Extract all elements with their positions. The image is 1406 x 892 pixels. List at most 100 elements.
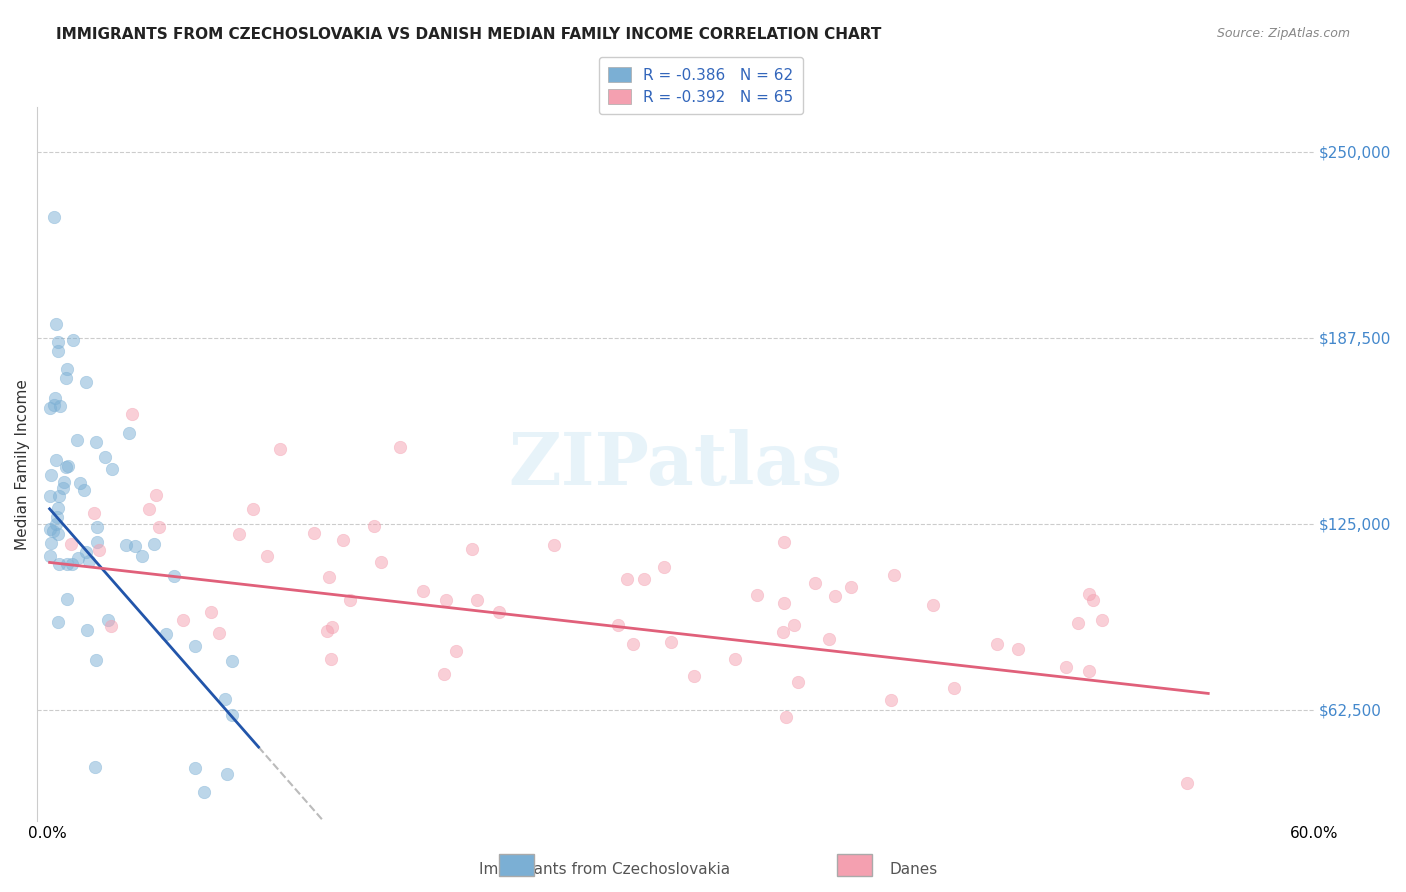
Point xyxy=(465,592,488,607)
Point xyxy=(46,500,69,515)
Point xyxy=(184,639,207,653)
Point xyxy=(46,615,69,629)
Point xyxy=(332,533,354,547)
Point xyxy=(1054,660,1077,674)
Point xyxy=(1081,593,1104,607)
Point xyxy=(48,557,70,571)
Point xyxy=(921,598,943,612)
Point xyxy=(1091,613,1114,627)
Point xyxy=(42,210,65,224)
Point xyxy=(215,767,238,781)
Point xyxy=(39,536,62,550)
Point xyxy=(1078,664,1101,678)
Point xyxy=(193,785,215,799)
Point xyxy=(269,442,291,457)
Point xyxy=(75,376,97,390)
Point xyxy=(221,708,243,723)
Point xyxy=(53,475,76,490)
Point xyxy=(745,589,768,603)
Point xyxy=(67,551,90,566)
Text: Source: ZipAtlas.com: Source: ZipAtlas.com xyxy=(1216,27,1350,40)
Point xyxy=(142,537,165,551)
Point xyxy=(46,335,69,350)
Point xyxy=(315,624,337,639)
Point xyxy=(39,401,62,416)
Point xyxy=(200,605,222,619)
Point xyxy=(44,392,66,406)
Text: IMMIGRANTS FROM CZECHOSLOVAKIA VS DANISH MEDIAN FAMILY INCOME CORRELATION CHART: IMMIGRANTS FROM CZECHOSLOVAKIA VS DANISH… xyxy=(56,27,882,42)
Point xyxy=(444,644,467,658)
Point xyxy=(55,361,77,376)
Point xyxy=(38,549,60,564)
Point xyxy=(72,483,94,498)
Point xyxy=(363,518,385,533)
Point xyxy=(44,398,66,412)
Point xyxy=(1007,642,1029,657)
Point xyxy=(59,537,82,551)
Point xyxy=(172,613,194,627)
Point xyxy=(339,593,361,607)
Y-axis label: Median Family Income: Median Family Income xyxy=(15,379,30,549)
Point xyxy=(682,669,704,683)
Point xyxy=(62,333,84,347)
Point xyxy=(804,576,827,591)
Point xyxy=(883,568,905,582)
Point xyxy=(55,371,77,385)
Point xyxy=(659,635,682,649)
Point xyxy=(606,617,628,632)
Point xyxy=(773,535,796,549)
Point xyxy=(94,450,117,465)
Point xyxy=(45,516,67,531)
Legend: R = -0.386   N = 62, R = -0.392   N = 65: R = -0.386 N = 62, R = -0.392 N = 65 xyxy=(599,57,803,114)
Point xyxy=(184,761,207,775)
Point xyxy=(256,549,278,563)
Point xyxy=(228,526,250,541)
Point xyxy=(46,344,69,359)
Point xyxy=(321,620,343,634)
Text: Danes: Danes xyxy=(890,863,938,877)
Point xyxy=(56,557,79,571)
Point xyxy=(39,489,62,503)
Point xyxy=(38,522,60,536)
Text: Immigrants from Czechoslovakia: Immigrants from Czechoslovakia xyxy=(479,863,730,877)
Point xyxy=(138,501,160,516)
Point xyxy=(818,632,841,646)
Point xyxy=(76,624,98,638)
Point xyxy=(221,654,243,668)
Point xyxy=(58,459,80,474)
Point xyxy=(86,520,108,534)
Point xyxy=(773,596,796,610)
Point xyxy=(772,624,794,639)
Point xyxy=(69,476,91,491)
Point xyxy=(318,570,340,584)
Point xyxy=(42,524,65,539)
Point xyxy=(163,569,186,583)
Point xyxy=(724,651,747,665)
Point xyxy=(652,560,675,574)
Point xyxy=(302,526,325,541)
Point xyxy=(461,542,484,557)
Point xyxy=(121,407,143,421)
Point xyxy=(1078,587,1101,601)
Text: ZIPatlas: ZIPatlas xyxy=(509,429,842,500)
Point xyxy=(117,426,139,441)
Point xyxy=(633,572,655,586)
Point xyxy=(434,593,457,607)
Point xyxy=(66,433,89,447)
Point xyxy=(46,526,69,541)
Point xyxy=(48,489,70,503)
Point xyxy=(77,554,100,568)
Point xyxy=(775,710,797,724)
Point xyxy=(145,488,167,502)
Point xyxy=(75,545,97,559)
Point xyxy=(616,572,638,586)
Point xyxy=(39,467,62,482)
Point xyxy=(101,462,124,476)
Point xyxy=(45,453,67,467)
Point xyxy=(824,589,846,603)
Point xyxy=(100,619,122,633)
Point xyxy=(388,440,411,454)
Point xyxy=(86,534,108,549)
Point xyxy=(87,543,110,558)
Point xyxy=(242,501,264,516)
